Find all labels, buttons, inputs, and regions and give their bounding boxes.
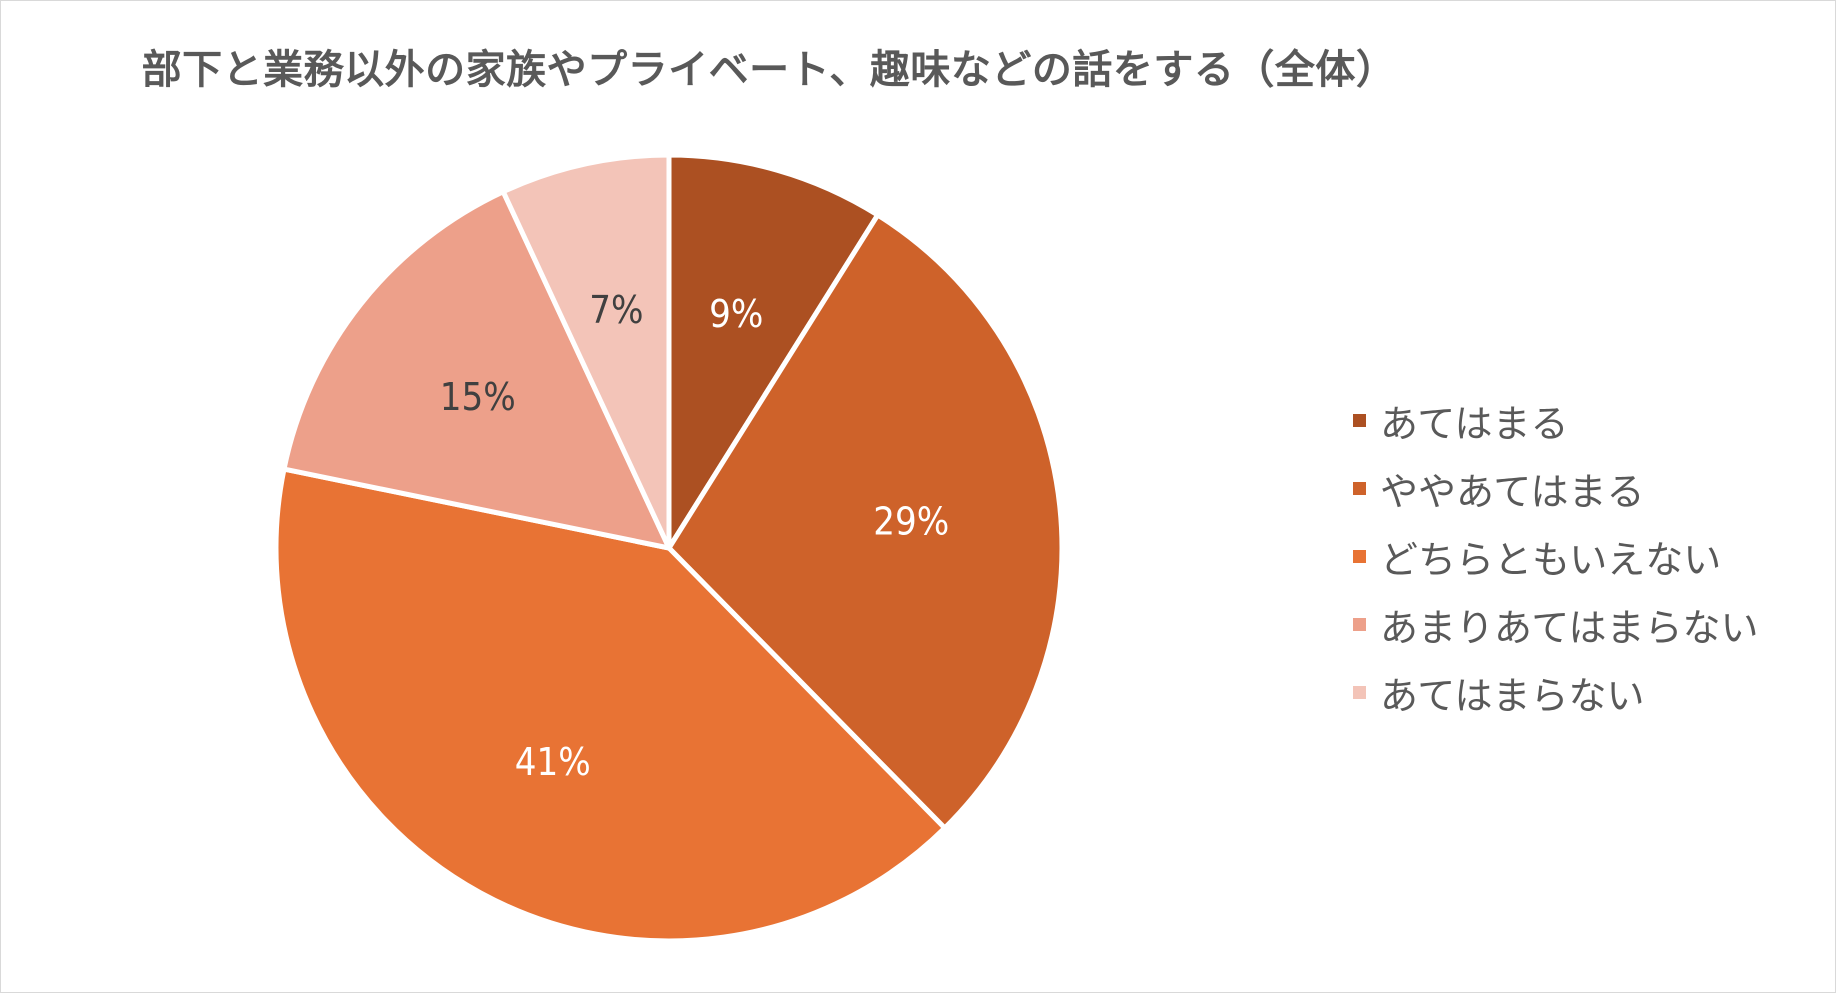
legend: あてはまる ややあてはまる どちらともいえない あまりあてはまらない あてはまら… xyxy=(1353,386,1758,726)
pie-slice xyxy=(666,152,881,551)
pie-slice xyxy=(273,466,948,944)
pie-slice xyxy=(666,212,1065,831)
slice-data-label: 41% xyxy=(515,740,591,784)
legend-label: あてはまる xyxy=(1380,401,1569,446)
slice-data-label: 7% xyxy=(589,288,643,332)
legend-swatch xyxy=(1353,413,1366,427)
legend-item: あてはまる xyxy=(1353,386,1758,454)
legend-label: あまりあてはまらない xyxy=(1380,605,1759,650)
legend-swatch xyxy=(1353,549,1366,563)
legend-item: あまりあてはまらない xyxy=(1353,590,1758,658)
legend-item: あてはまらない xyxy=(1353,658,1758,726)
legend-label: どちらともいえない xyxy=(1380,537,1722,582)
chart-title: 部下と業務以外の家族やプライベート、趣味などの話をする（全体） xyxy=(141,47,1397,93)
slice-data-label: 9% xyxy=(709,292,763,336)
legend-swatch xyxy=(1353,685,1366,699)
legend-item: ややあてはまる xyxy=(1353,454,1758,522)
legend-label: あてはまらない xyxy=(1380,673,1645,718)
legend-item: どちらともいえない xyxy=(1353,522,1758,590)
slice-data-label: 15% xyxy=(440,375,516,419)
legend-swatch xyxy=(1353,481,1366,495)
legend-swatch xyxy=(1353,617,1366,631)
legend-label: ややあてはまる xyxy=(1380,469,1645,514)
slice-data-label: 29% xyxy=(873,500,949,544)
pie-slice xyxy=(281,189,672,551)
pie-slice xyxy=(500,152,672,551)
